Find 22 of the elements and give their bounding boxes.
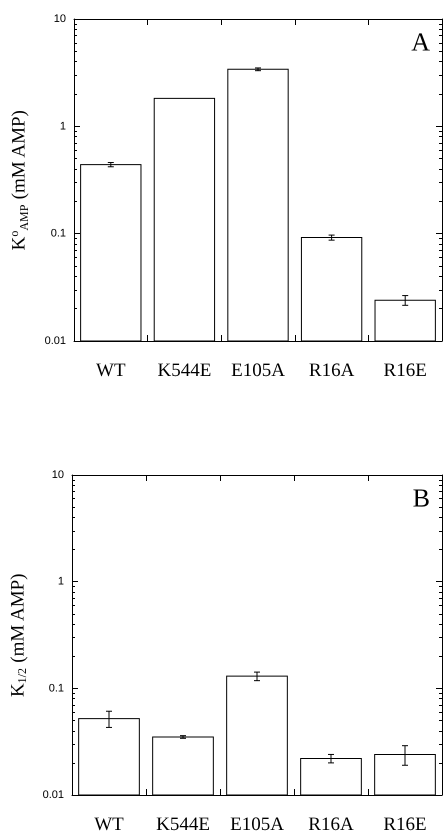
- y-tick-label: 1: [60, 120, 66, 132]
- y-axis-title: K1/2 (mM AMP): [8, 573, 29, 698]
- y-tick-label: 0.1: [48, 682, 64, 694]
- x-tick-label: R16A: [308, 360, 355, 381]
- x-tick-label: K544E: [157, 360, 212, 381]
- x-tick-label: K544E: [156, 814, 210, 835]
- y-axis-title: KoAMP (mM AMP): [7, 110, 31, 250]
- y-tick-label: 10: [52, 469, 64, 481]
- x-tick-label: R16A: [308, 814, 354, 835]
- y-tick-label: 0.01: [44, 335, 66, 347]
- x-tick-label: R16E: [383, 814, 427, 835]
- y-tick-label: 0.1: [50, 228, 66, 240]
- x-tick-label: E105A: [230, 814, 284, 835]
- x-tick-label: R16E: [384, 360, 427, 381]
- x-tick-label: E105A: [231, 360, 286, 381]
- annotation: B: [412, 484, 430, 512]
- y-tick-label: 1: [58, 576, 64, 588]
- x-tick-label: WT: [94, 814, 124, 835]
- y-tick-label: 10: [54, 13, 66, 25]
- annotation: A: [411, 28, 430, 56]
- x-tick-label: WT: [96, 360, 126, 381]
- y-tick-label: 0.01: [42, 789, 64, 801]
